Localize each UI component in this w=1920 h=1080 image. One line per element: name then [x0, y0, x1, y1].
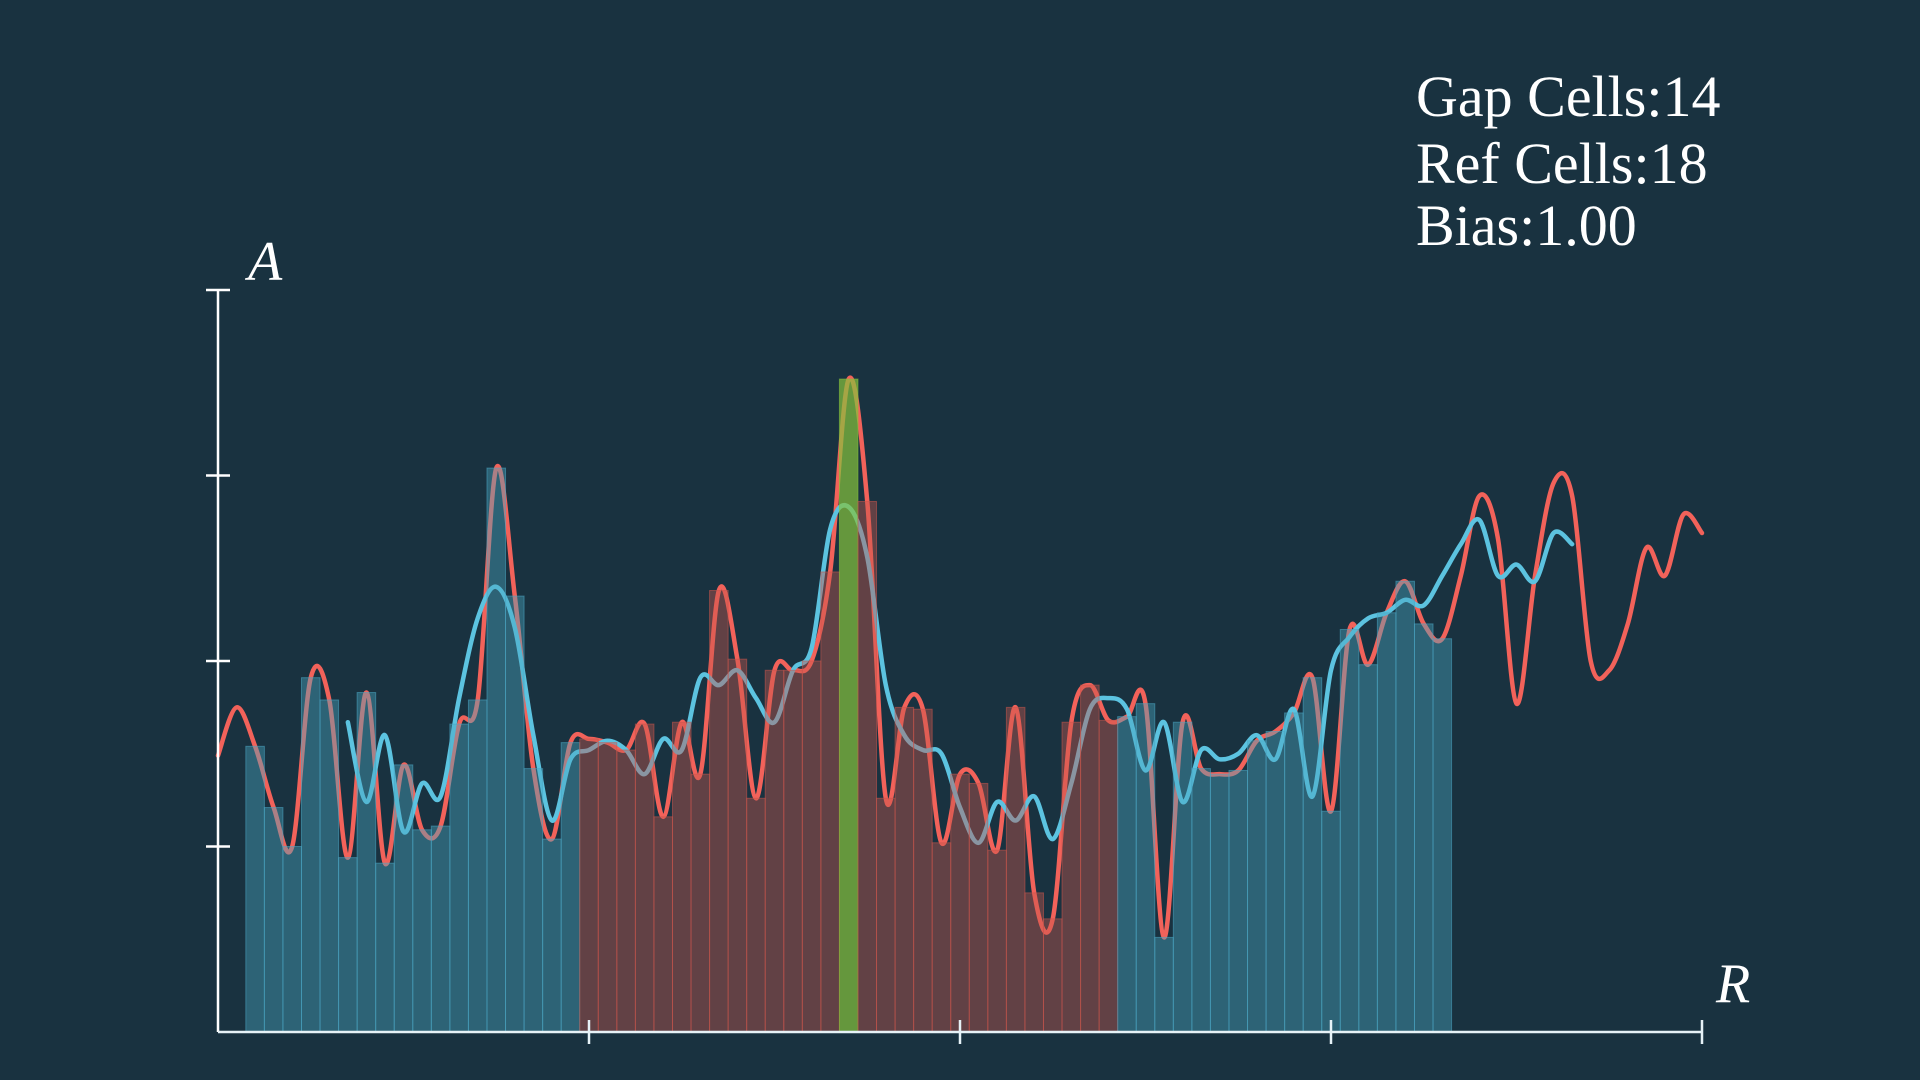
- cell-bar: [616, 749, 636, 1033]
- cell-bar: [1061, 721, 1082, 1033]
- cell-bar: [1339, 628, 1360, 1033]
- cell-bar: [375, 862, 395, 1033]
- cell-bar: [1172, 721, 1193, 1033]
- cell-bar: [913, 708, 933, 1033]
- cell-bar: [319, 699, 340, 1033]
- cell-bar: [1284, 712, 1304, 1033]
- cell-bar: [338, 857, 358, 1033]
- cell-bar: [1413, 623, 1434, 1033]
- cell-bar: [820, 571, 840, 1033]
- cell-bar: [393, 764, 414, 1033]
- cell-bar: [1154, 936, 1174, 1033]
- cell-bar: [671, 721, 692, 1033]
- cell-bar: [1005, 706, 1026, 1033]
- info-label: Gap Cells:: [1416, 64, 1662, 129]
- info-line: Gap Cells:14: [1416, 64, 1720, 129]
- signal-line: [345, 503, 1575, 846]
- cell-bar: [505, 595, 525, 1033]
- signal-line: [215, 375, 1705, 940]
- cell-bar: [634, 723, 655, 1033]
- info-line: Ref Cells:18: [1416, 131, 1708, 196]
- cell-bar: [1191, 768, 1211, 1033]
- cell-bar: [801, 660, 822, 1033]
- cell-bar: [1376, 612, 1397, 1033]
- cell-bar: [1395, 580, 1415, 1033]
- cell-bar: [1135, 703, 1156, 1033]
- cell-bar: [653, 816, 673, 1033]
- cells: [245, 378, 1453, 1033]
- curves: [215, 375, 1705, 940]
- info-line: Bias:1.00: [1416, 193, 1637, 258]
- cell-bar: [931, 842, 952, 1033]
- cell-bar: [1247, 740, 1267, 1033]
- cell-bar: [1302, 677, 1323, 1033]
- cell-bar: [968, 782, 989, 1033]
- axes: [206, 288, 1704, 1044]
- info-label: Ref Cells:: [1416, 131, 1650, 196]
- cell-bar: [838, 378, 859, 1033]
- cell-bar: [690, 773, 711, 1033]
- cell-bar: [245, 745, 265, 1033]
- cell-bar: [876, 797, 896, 1033]
- cell-bar: [783, 669, 803, 1033]
- cell-bar: [430, 825, 451, 1033]
- cell-bar: [1098, 719, 1119, 1033]
- cell-bar: [1358, 664, 1378, 1033]
- cell-bar: [542, 838, 562, 1033]
- cell-bar: [1209, 773, 1230, 1033]
- cell-bar: [987, 849, 1007, 1033]
- cell-bar: [449, 723, 469, 1033]
- info-value: 18: [1650, 131, 1708, 196]
- cell-bar: [950, 773, 970, 1033]
- cell-bar: [263, 807, 284, 1033]
- cell-bar: [560, 742, 581, 1033]
- info-value: 1.00: [1535, 193, 1637, 258]
- cell-bar: [1042, 918, 1063, 1033]
- cell-bar: [1265, 730, 1286, 1033]
- cell-bar: [1117, 716, 1137, 1033]
- cell-bar: [282, 846, 302, 1033]
- cell-bar: [356, 692, 377, 1033]
- cell-bar: [1024, 892, 1044, 1033]
- cell-bar: [857, 500, 878, 1033]
- y-axis-label: A: [244, 231, 283, 293]
- cell-bar: [1321, 810, 1341, 1033]
- cell-bar: [727, 658, 748, 1033]
- cell-bar: [300, 677, 321, 1033]
- cell-bar: [579, 738, 599, 1033]
- cell-bar: [709, 590, 729, 1033]
- cell-bar: [412, 829, 432, 1033]
- cell-bar: [486, 467, 507, 1033]
- cell-bar: [597, 742, 618, 1033]
- cell-bar: [894, 706, 915, 1033]
- cell-bar: [764, 669, 785, 1033]
- cell-bar: [1228, 769, 1249, 1033]
- cell-bar: [467, 699, 488, 1033]
- info-value: 14: [1662, 64, 1720, 129]
- cell-bar: [1080, 684, 1100, 1033]
- x-axis-label: R: [1715, 953, 1750, 1015]
- cell-bar: [523, 768, 544, 1033]
- info-label: Bias:: [1416, 193, 1535, 258]
- cell-bar: [1432, 638, 1453, 1033]
- cell-bar: [746, 797, 766, 1033]
